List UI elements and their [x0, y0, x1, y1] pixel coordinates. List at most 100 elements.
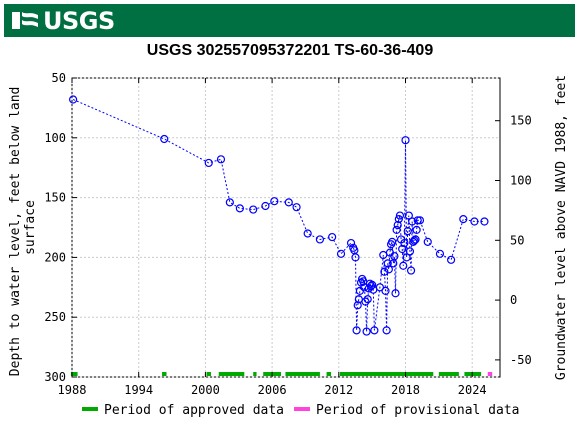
data-point: [391, 289, 400, 298]
data-point: [405, 247, 415, 256]
usgs-logo[interactable]: USGS: [10, 6, 115, 35]
data-point: [423, 237, 432, 246]
data-point: [249, 205, 258, 214]
data-point: [363, 295, 372, 304]
approved-period-bar: [253, 372, 257, 376]
data-point: [216, 155, 226, 164]
data-point: [315, 235, 325, 244]
x-tick-label: 2006: [258, 383, 287, 397]
data-point: [204, 158, 213, 168]
data-point: [380, 267, 389, 276]
legend-approved-swatch: [82, 407, 98, 411]
x-tick-label: 1988: [58, 383, 87, 397]
approved-period-bar: [162, 372, 167, 376]
plot-frame: [71, 77, 501, 378]
period-bars: [70, 372, 493, 376]
approved-period-bar: [339, 372, 434, 376]
legend-provisional-swatch: [294, 407, 310, 411]
y2-tick-label: 100: [510, 173, 532, 187]
data-point: [459, 215, 468, 224]
y-tick-label: 300: [44, 370, 66, 384]
y-tick-label: 150: [44, 191, 66, 205]
data-point: [352, 326, 361, 335]
legend-approved-label: Period of approved data: [104, 403, 284, 418]
data-point: [404, 211, 413, 220]
y2-tick-label: 50: [510, 233, 524, 247]
data-point: [401, 136, 410, 145]
data-point: [303, 229, 312, 238]
data-point: [394, 215, 403, 224]
data-point: [411, 235, 420, 244]
y-axis-label-line2: surface: [23, 200, 38, 255]
data-point: [410, 236, 419, 245]
data-point: [69, 95, 78, 104]
x-tick-label: 1994: [124, 383, 153, 397]
data-point: [292, 203, 301, 212]
y2-tick-label: -50: [510, 353, 532, 367]
data-point: [375, 283, 385, 292]
x-tick-label: 2000: [191, 383, 220, 397]
data-point: [413, 216, 422, 225]
data-point: [353, 301, 362, 310]
data-point: [400, 238, 409, 248]
y-tick-label: 100: [44, 131, 66, 145]
data-point: [390, 252, 399, 261]
data-point: [470, 217, 479, 226]
approved-period-bar: [70, 372, 78, 376]
usgs-logo-text: USGS: [43, 6, 115, 35]
provisional-period-bar: [487, 372, 493, 376]
series-line: [72, 99, 485, 332]
data-point: [382, 326, 391, 335]
data-point: [435, 249, 445, 258]
data-point: [160, 134, 169, 144]
y-axis-label: Depth to water level, feet below land su…: [8, 79, 38, 376]
chart-title: USGS 302557095372201 TS-60-36-409: [146, 42, 434, 59]
data-point: [370, 326, 379, 335]
y2-axis-label: Groundwater level above NAVD 1988, feet: [554, 75, 569, 380]
approved-period-bar: [464, 372, 482, 376]
y-tick-label: 250: [44, 310, 66, 324]
data-point: [408, 217, 417, 226]
approved-period-bar: [326, 372, 332, 376]
approved-period-bar: [206, 372, 211, 376]
data-point: [361, 297, 370, 306]
data-point: [381, 286, 390, 295]
y-tick-label: 200: [44, 250, 66, 264]
legend: Period of approved data Period of provis…: [82, 403, 520, 418]
data-point: [403, 226, 412, 236]
data-point: [388, 237, 397, 246]
data-point: [402, 253, 411, 262]
data-point: [392, 225, 401, 234]
usgs-wave-icon: [12, 11, 38, 29]
y2-tick-label: 150: [510, 114, 532, 128]
data-point: [261, 201, 270, 211]
data-point: [406, 266, 416, 275]
data-point: [384, 265, 393, 274]
data-point: [368, 280, 377, 290]
data-point: [415, 216, 425, 225]
usgs-banner: USGS: [4, 4, 575, 37]
axes: 1988 1994 2000 2006 2012 2018 2024 50 100 150 200 2…: [44, 71, 531, 397]
data-point: [480, 217, 489, 226]
x-tick-label: 2012: [324, 383, 353, 397]
data-point: [409, 237, 418, 246]
data-series: [69, 95, 489, 336]
grid-lines: [71, 77, 500, 378]
data-point: [346, 238, 356, 248]
approved-period-bar: [438, 372, 459, 376]
data-point: [362, 327, 371, 336]
data-point: [446, 255, 456, 264]
data-point: [393, 221, 402, 230]
data-point: [412, 225, 421, 234]
y-tick-label: 50: [52, 71, 66, 85]
data-point: [395, 211, 405, 220]
data-point: [336, 249, 346, 258]
x-tick-label: 2024: [458, 383, 487, 397]
data-point: [351, 253, 360, 262]
data-point: [225, 198, 234, 207]
approved-period-bar: [285, 372, 320, 376]
approved-period-bar: [218, 372, 245, 376]
legend-provisional-label: Period of provisional data: [316, 403, 520, 418]
data-point: [328, 232, 337, 242]
